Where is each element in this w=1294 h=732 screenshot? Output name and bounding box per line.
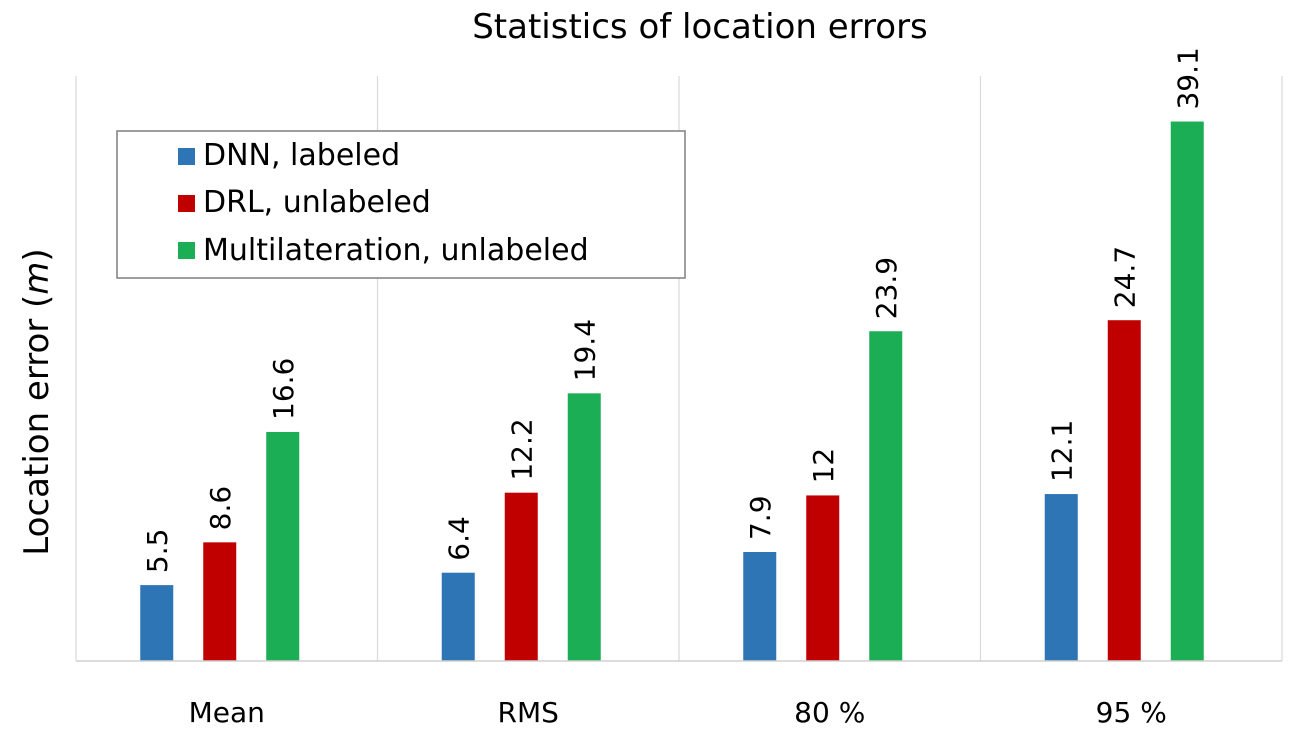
- bar: [1107, 320, 1141, 661]
- data-label: 6.4: [442, 516, 475, 561]
- category-label: 95 %: [1096, 696, 1167, 729]
- category-label: 80 %: [794, 696, 865, 729]
- bar: [1044, 494, 1078, 661]
- bars: [140, 121, 1204, 662]
- chart-title: Statistics of location errors: [472, 7, 928, 47]
- legend-label-dnn: DNN, labeled: [203, 138, 400, 173]
- data-label: 24.7: [1108, 246, 1141, 308]
- data-label: 7.9: [744, 495, 777, 540]
- bar: [140, 585, 174, 661]
- bar: [441, 572, 475, 661]
- legend-label-drl: DRL, unlabeled: [203, 185, 431, 220]
- data-label: 39.1: [1171, 47, 1204, 109]
- bar: [504, 492, 538, 661]
- legend-swatch-dnn: [178, 148, 195, 165]
- bar: [203, 542, 237, 661]
- category-label: RMS: [498, 696, 559, 729]
- bar: [266, 431, 300, 661]
- category-label: Mean: [189, 696, 265, 729]
- bar: [1170, 121, 1204, 662]
- data-label: 12.2: [505, 418, 538, 480]
- data-label: 23.9: [870, 257, 903, 319]
- bar: [806, 495, 840, 661]
- bar: [743, 552, 777, 661]
- data-label: 16.6: [267, 358, 300, 420]
- category-labels: Mean RMS 80 % 95 %: [189, 696, 1167, 729]
- data-label: 12.1: [1045, 420, 1078, 482]
- data-label: 12: [807, 448, 840, 484]
- legend-label-multilateration: Multilateration, unlabeled: [203, 233, 589, 268]
- legend-box: [116, 130, 686, 279]
- data-label: 5.5: [141, 529, 174, 574]
- bar: [869, 331, 903, 661]
- y-axis-label: Location error (m): [17, 248, 57, 555]
- legend-swatch-drl: [178, 195, 195, 212]
- bar: [567, 393, 601, 661]
- data-labels: 5.5 8.6 16.6 6.4 12.2 19.4 7.9 12 23.9 12.1 24.7 39…: [141, 47, 1205, 573]
- data-label: 8.6: [204, 486, 237, 531]
- legend: DNN, labeled DRL, unlabeled Multilaterat…: [116, 130, 686, 279]
- data-label: 19.4: [568, 319, 601, 381]
- legend-swatch-multilateration: [178, 242, 195, 259]
